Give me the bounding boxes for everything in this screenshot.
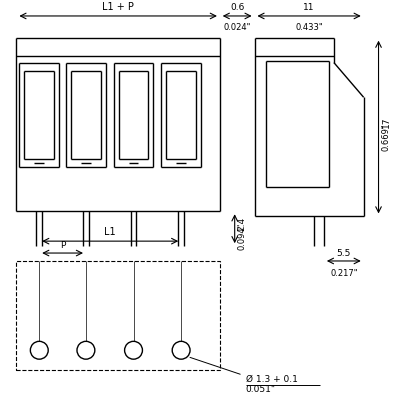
Text: 0.024": 0.024" (224, 23, 251, 32)
Text: 11: 11 (303, 3, 315, 12)
Text: 0.217": 0.217" (330, 269, 357, 278)
Text: Ø 1.3 + 0.1
0.051": Ø 1.3 + 0.1 0.051" (190, 357, 297, 394)
Text: 0.094": 0.094" (238, 223, 246, 250)
Text: L1 + P: L1 + P (102, 2, 134, 12)
Text: 0.433": 0.433" (295, 23, 323, 32)
Bar (17, 261, 220, 370)
Text: 17: 17 (382, 116, 391, 128)
Text: L1: L1 (104, 227, 116, 237)
Text: 0.6: 0.6 (230, 3, 245, 12)
Text: 2.4: 2.4 (238, 217, 246, 231)
Text: 0.669": 0.669" (382, 123, 391, 151)
Text: P: P (60, 241, 65, 250)
Text: 5.5: 5.5 (337, 249, 351, 258)
